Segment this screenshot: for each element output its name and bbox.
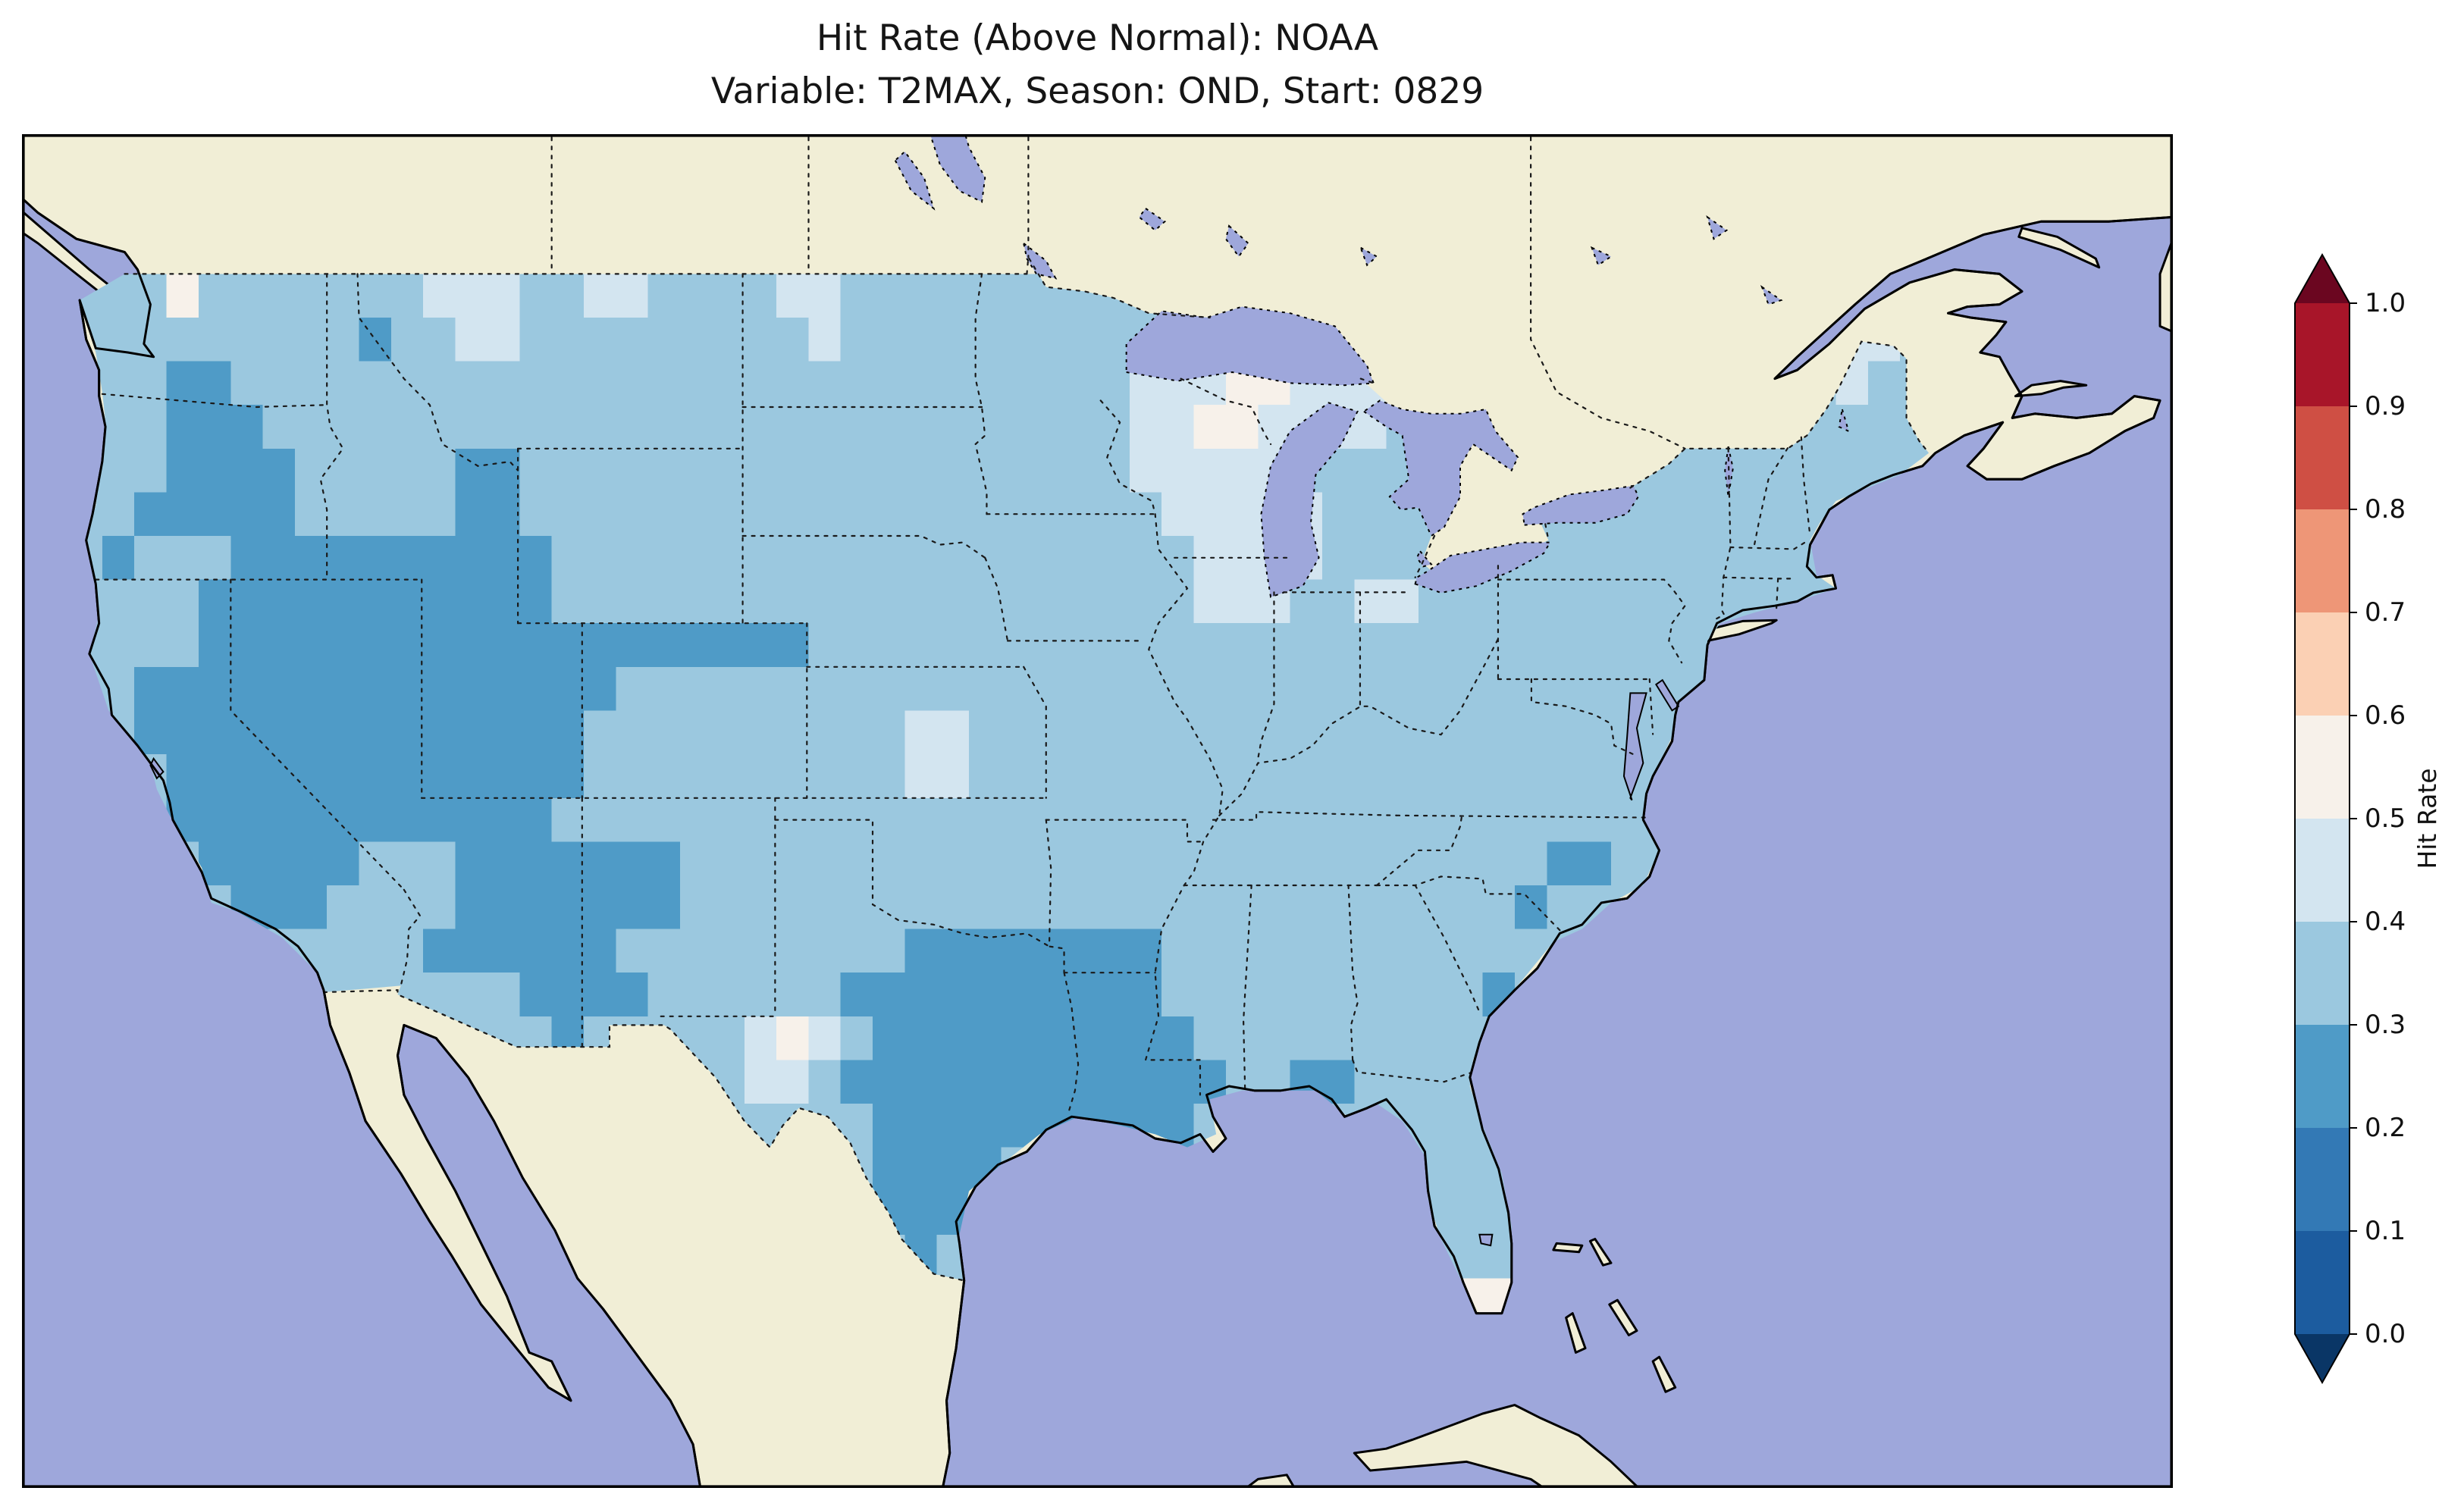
- colorbar-tick-label: 0.0: [2365, 1319, 2406, 1349]
- colorbar-tick-label: 0.7: [2365, 597, 2406, 628]
- state-borders: [95, 134, 1930, 1282]
- bays: [149, 678, 1680, 1247]
- colorbar-segment: [2295, 303, 2350, 406]
- colorbar-axis-label: Hit Rate: [2412, 768, 2442, 869]
- figure-title: Hit Rate (Above Normal): NOAA Variable: …: [22, 12, 2173, 117]
- colorbar-canvas: 0.0 0.1 0.2 0.3 0.4 0.5 0.6 0.7 0.8 0.9 1.0 Hit Rat…: [2294, 252, 2442, 1385]
- colorbar-tick-label: 0.8: [2365, 494, 2406, 525]
- colorbar-tick-label: 0.4: [2365, 907, 2406, 937]
- colorbar-segment: [2295, 819, 2350, 922]
- colorbar-segment: [2295, 509, 2350, 612]
- colorbar-tick-label: 0.1: [2365, 1216, 2406, 1246]
- plot-subtitle: Variable: T2MAX, Season: OND, Start: 082…: [710, 70, 1484, 112]
- colorbar-segment: [2295, 1231, 2350, 1334]
- colorbar-segment: [2295, 1025, 2350, 1128]
- colorbar-over-arrow: [2295, 255, 2350, 303]
- coastline: [22, 196, 2173, 1488]
- colorbar-tick-label: 0.5: [2365, 803, 2406, 834]
- colorbar-tick-label: 0.2: [2365, 1113, 2406, 1143]
- plot-title: Hit Rate (Above Normal): NOAA: [816, 17, 1379, 59]
- great-lakes: [894, 134, 1850, 598]
- colorbar-tick-label: 0.9: [2365, 391, 2406, 421]
- colorbar-tick-label: 0.3: [2365, 1010, 2406, 1040]
- colorbar-segment: [2295, 716, 2350, 819]
- map-canvas: [22, 134, 2173, 1488]
- colorbar-segment: [2295, 1128, 2350, 1231]
- map-frame: [22, 134, 2173, 1488]
- colorbar-segment: [2295, 612, 2350, 716]
- colorbar-tick-label: 1.0: [2365, 288, 2406, 318]
- colorbar-tick-label: 0.6: [2365, 700, 2406, 731]
- colorbar-segment: [2295, 922, 2350, 1025]
- colorbar-under-arrow: [2295, 1334, 2350, 1383]
- colorbar-segment: [2295, 406, 2350, 509]
